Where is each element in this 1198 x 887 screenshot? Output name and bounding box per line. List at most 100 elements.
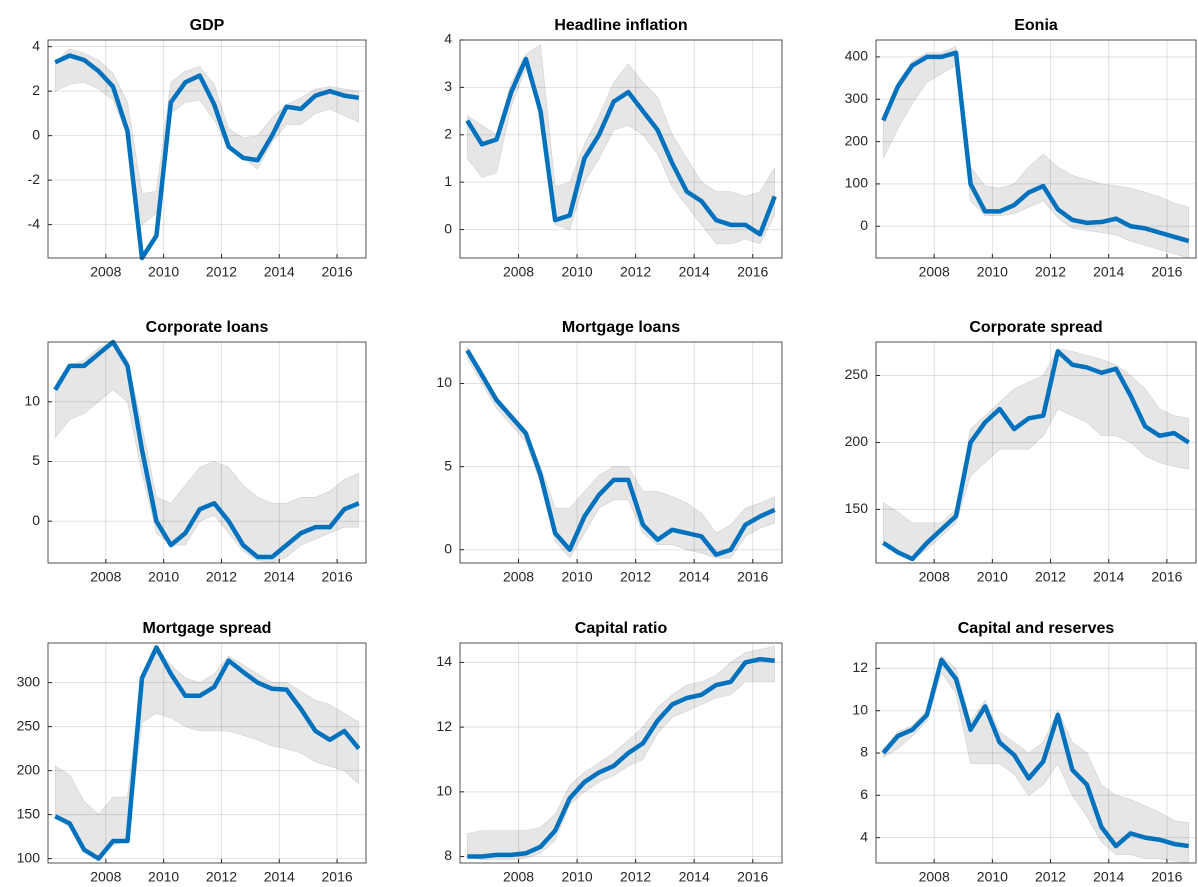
x-tick-label: 2016: [737, 569, 768, 585]
x-tick-label: 2010: [148, 264, 179, 280]
x-tick-label: 2012: [1035, 569, 1066, 585]
y-tick-label: 12: [436, 718, 452, 734]
x-tick-label: 2016: [1151, 869, 1182, 885]
y-tick-label: 200: [845, 132, 869, 148]
axes-box: [875, 642, 1197, 864]
x-tick-label: 2008: [919, 569, 950, 585]
axes-box: [459, 341, 783, 564]
y-tick-label: 4: [444, 31, 452, 47]
data-line: [467, 656, 775, 859]
confidence-band: [467, 345, 775, 559]
y-tick-label: 10: [436, 374, 452, 390]
chart-title: Corporate spread: [969, 319, 1102, 336]
panel: Mortgage loans 0 5 10 2008 2010 2012 2014 2016: [436, 319, 783, 585]
x-tick-label: 2008: [919, 264, 950, 280]
y-tick-label: 10: [436, 783, 452, 799]
axes-box: [459, 642, 783, 864]
y-tick-label: 250: [17, 717, 41, 733]
y-tick-label: 5: [32, 452, 40, 468]
y-tick-label: 10: [24, 392, 40, 408]
data-line: [882, 349, 1190, 562]
x-tick-label: 2012: [620, 569, 651, 585]
panel: Corporate loans 0 5 10 2008 2010 2012 2014 2016: [24, 319, 367, 585]
data-line: [54, 53, 360, 261]
y-tick-label: 300: [845, 90, 869, 106]
x-tick-label: 2012: [620, 264, 651, 280]
x-tick-label: 2016: [322, 264, 353, 280]
y-tick-label: -4: [28, 215, 41, 231]
chart-title: Corporate loans: [146, 319, 269, 336]
y-tick-label: 150: [17, 805, 41, 821]
y-tick-label: 10: [852, 701, 868, 717]
panel: Eonia 0 100 200 300 400 2008 2010 2012 2014 2016: [845, 17, 1197, 280]
confidence-band: [882, 655, 1190, 864]
confidence-band: [467, 44, 775, 245]
data-line: [465, 56, 777, 237]
panel: GDP -4 -2 0 2 4 2008 2010 2012 2014 2016: [28, 17, 367, 280]
x-tick-label: 2012: [620, 869, 651, 885]
x-tick-label: 2008: [503, 869, 534, 885]
y-tick-label: 0: [32, 512, 40, 528]
y-tick-label: 0: [32, 126, 40, 142]
x-tick-label: 2014: [264, 869, 295, 885]
y-tick-label: -2: [28, 171, 41, 187]
y-tick-label: 5: [444, 457, 452, 473]
x-tick-label: 2008: [90, 869, 121, 885]
y-tick-label: 12: [852, 659, 868, 675]
y-tick-label: 4: [32, 37, 40, 53]
panel: Capital ratio 8 10 12 14 2008 2010 2012 2014 2016: [436, 620, 783, 885]
chart-title: Eonia: [1014, 17, 1058, 34]
axes-box: [47, 642, 367, 864]
x-tick-label: 2016: [1151, 569, 1182, 585]
y-tick-label: 400: [845, 48, 869, 64]
confidence-band: [467, 645, 775, 861]
x-tick-label: 2016: [1151, 264, 1182, 280]
y-tick-label: 150: [845, 500, 869, 516]
data-line: [881, 657, 1190, 849]
confidence-band: [882, 348, 1190, 560]
x-tick-label: 2010: [148, 869, 179, 885]
chart-title: Mortgage loans: [562, 319, 680, 336]
y-tick-label: 200: [845, 433, 869, 449]
chart-title: GDP: [190, 17, 225, 34]
x-tick-label: 2012: [206, 264, 237, 280]
data-line: [53, 339, 360, 560]
x-tick-label: 2010: [977, 869, 1008, 885]
y-tick-label: 4: [860, 828, 868, 844]
axes-box: [47, 39, 367, 259]
y-tick-label: 2: [444, 125, 452, 141]
y-tick-label: 6: [860, 786, 868, 802]
x-tick-label: 2010: [562, 264, 593, 280]
y-tick-label: 0: [444, 220, 452, 236]
chart-title: Capital ratio: [575, 620, 668, 637]
data-line: [881, 50, 1190, 244]
axes-box: [875, 341, 1197, 564]
x-tick-label: 2014: [1093, 569, 1124, 585]
panel: Headline inflation 0 1 2 3 4 2008 2010 2012 2014 2…: [444, 17, 783, 280]
y-tick-label: 250: [845, 366, 869, 382]
x-tick-label: 2016: [737, 264, 768, 280]
x-tick-label: 2014: [1093, 264, 1124, 280]
y-tick-label: 0: [860, 217, 868, 233]
x-tick-label: 2014: [679, 569, 710, 585]
x-tick-label: 2014: [679, 869, 710, 885]
chart-title: Mortgage spread: [143, 620, 272, 637]
y-tick-label: 100: [845, 175, 869, 191]
x-tick-label: 2010: [148, 569, 179, 585]
x-tick-label: 2008: [90, 569, 121, 585]
confidence-band: [54, 646, 360, 859]
axes-box: [47, 341, 367, 564]
axes-box: [459, 39, 783, 259]
y-tick-label: 100: [17, 849, 41, 865]
x-tick-label: 2008: [503, 264, 534, 280]
chart-title: Headline inflation: [554, 17, 687, 34]
panel: Mortgage spread 100 150 200 250 300 2008 2010 20…: [17, 620, 367, 885]
y-tick-label: 1: [444, 173, 452, 189]
x-tick-label: 2016: [322, 869, 353, 885]
panel: Corporate spread 150 200 250 2008 2010 2012 201…: [845, 319, 1197, 585]
y-tick-label: 14: [436, 653, 452, 669]
x-tick-label: 2012: [1035, 264, 1066, 280]
y-tick-label: 8: [860, 744, 868, 760]
x-tick-label: 2014: [264, 569, 295, 585]
y-tick-label: 8: [444, 847, 452, 863]
